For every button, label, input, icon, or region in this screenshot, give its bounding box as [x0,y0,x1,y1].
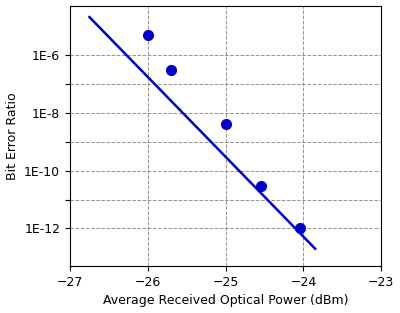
Point [222,122,229,127]
X-axis label: Average Received Optical Power (dBm): Average Received Optical Power (dBm) [103,295,348,307]
Point [144,32,151,37]
Y-axis label: Bit Error Ratio: Bit Error Ratio [6,92,18,180]
Point [168,67,174,72]
Point [296,226,303,231]
Point [258,183,264,188]
